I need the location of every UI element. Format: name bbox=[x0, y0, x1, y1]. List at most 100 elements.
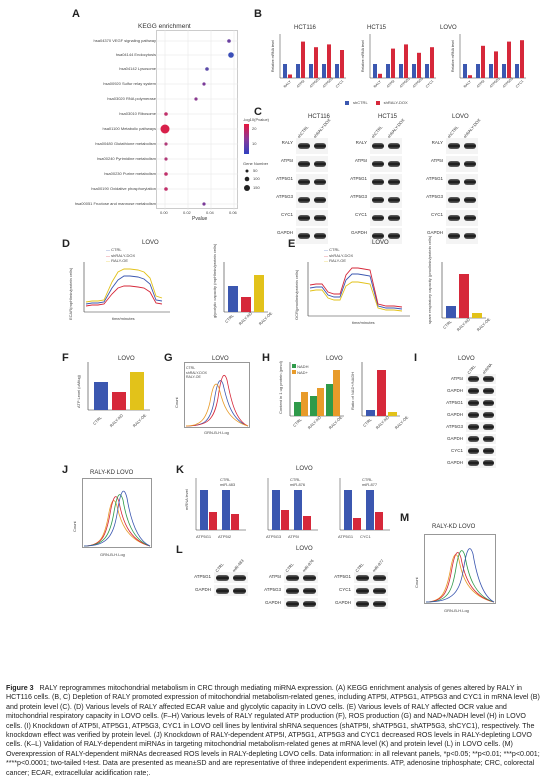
k-bar-mir bbox=[231, 514, 239, 530]
blot-column-label: shRALY-DOX bbox=[386, 117, 406, 139]
bar-cat-label: CTRL bbox=[291, 417, 303, 428]
panel-label-j: J bbox=[62, 464, 69, 476]
panel-l-title: LOVO bbox=[296, 546, 313, 552]
b-bar-ctrl bbox=[335, 64, 339, 78]
blot-row-label: ATP5I bbox=[354, 158, 367, 163]
panel-label-l: L bbox=[176, 544, 183, 556]
panel-d-bar-cats: CTRL RALY-KD RALY-OE bbox=[223, 311, 274, 326]
panel-g-ylabel: Count bbox=[174, 397, 179, 408]
blot-band bbox=[483, 412, 494, 418]
panel-h-cats: CTRL RALY-KD RALY-OE bbox=[291, 415, 344, 430]
panel-label-b: B bbox=[254, 8, 262, 20]
hist-curve bbox=[83, 494, 151, 547]
blot-band bbox=[388, 233, 400, 239]
bar-cat-label: CTRL bbox=[223, 313, 235, 324]
blot-row-label: ATP5G1 bbox=[276, 176, 293, 181]
blot-band bbox=[372, 179, 384, 185]
kegg-term: hsa01100 Metabolic pathways bbox=[102, 126, 156, 131]
ecar-line-oe bbox=[85, 268, 163, 303]
b-gene-label: RALY bbox=[283, 79, 293, 89]
panel-label-c: C bbox=[254, 106, 262, 118]
legend-entry: RALY-OE bbox=[329, 258, 347, 263]
b-bar-kd bbox=[481, 45, 485, 78]
b-gene-label: ATP5G3 bbox=[502, 77, 514, 89]
b-bar-ctrl bbox=[476, 64, 480, 78]
color-scale-bar bbox=[244, 124, 249, 154]
blot-band bbox=[286, 600, 299, 607]
bar-ctrl bbox=[366, 410, 375, 416]
panel-h-ylabel2: Ratio of NAD+/NADH bbox=[350, 371, 355, 410]
legend-size-title: Gene Number bbox=[243, 161, 269, 166]
blot-strip bbox=[296, 138, 328, 154]
blot-band bbox=[483, 436, 494, 442]
panel-b-legend: shCTRL shRALY-DOX bbox=[345, 100, 408, 105]
hist-curve bbox=[83, 490, 151, 547]
blot-band bbox=[373, 574, 386, 581]
k-bar-mir bbox=[303, 516, 311, 530]
panel-label-e: E bbox=[288, 238, 296, 250]
hist-curve bbox=[425, 548, 495, 603]
bar-oe bbox=[254, 275, 264, 312]
b-bar-ctrl bbox=[489, 64, 493, 78]
panel-f-title: LOVO bbox=[118, 356, 135, 362]
blot-band bbox=[372, 143, 384, 149]
legend-entry: CTRL bbox=[111, 247, 122, 252]
kegg-term: hsa00230 Purine metabolism bbox=[104, 171, 156, 176]
bar-nad bbox=[333, 370, 340, 416]
panel-label-i: I bbox=[414, 352, 418, 364]
b-bar-kd bbox=[378, 73, 382, 78]
kegg-term: hsa00480 Glutathione metabolism bbox=[95, 141, 156, 146]
blot-row-label: GAPDH bbox=[276, 230, 293, 235]
bar-kd bbox=[241, 297, 251, 312]
legend-entry: CTRL bbox=[362, 477, 373, 482]
ecar-line-ctrl bbox=[85, 275, 163, 305]
legend-swatch-blue bbox=[345, 100, 349, 105]
kegg-term: hsa00190 Oxidative phosphorylation bbox=[91, 186, 156, 191]
blot-strip bbox=[370, 228, 402, 244]
blot-band bbox=[483, 424, 494, 430]
blot-band bbox=[286, 587, 299, 594]
kegg-tick: 0.02 bbox=[183, 210, 191, 215]
hist-ctrl bbox=[185, 380, 249, 427]
k-legend-2: CTRL miR-876 bbox=[290, 477, 305, 487]
panel-j-title: RALY-KD LOVO bbox=[90, 470, 134, 476]
blot-band bbox=[303, 574, 316, 581]
ocr-line-kd bbox=[309, 267, 403, 308]
panel-h-ratio-cats: CTRL RALY-KD RALY-OE bbox=[362, 415, 410, 430]
b-bar-ctrl bbox=[502, 64, 506, 78]
blot-band bbox=[468, 400, 479, 406]
blot-row-label: GAPDH bbox=[350, 230, 367, 235]
panel-c-title-3: LOVO bbox=[452, 114, 469, 120]
blot-band bbox=[298, 143, 310, 149]
panel-c-title-2: HCT15 bbox=[378, 114, 398, 120]
panel-m-title: RALY-KD LOVO bbox=[432, 524, 476, 530]
blot-row-label: GAPDH bbox=[426, 230, 443, 235]
blot-band bbox=[388, 143, 400, 149]
b-bar-kd bbox=[327, 44, 331, 78]
blot-row-label: GAPDH bbox=[194, 587, 211, 592]
hist-curve bbox=[425, 550, 495, 603]
panel-i-title: LOVO bbox=[458, 356, 475, 362]
legend-color-tick: 10 bbox=[252, 141, 257, 146]
blot-row-label: RALY bbox=[281, 140, 293, 145]
b-bar-ctrl bbox=[296, 64, 300, 78]
panel-m-xlabel: GRN-B-H.Log bbox=[444, 608, 469, 613]
legend-entry: NADH bbox=[297, 364, 309, 369]
k-legend-3: CTRL miR-877 bbox=[362, 477, 377, 487]
hist-curve bbox=[425, 554, 495, 603]
blot-band bbox=[298, 215, 310, 221]
size-legend-dots bbox=[244, 169, 250, 191]
blot-strip bbox=[466, 374, 496, 384]
blot-row-label: GAPDH bbox=[446, 460, 463, 465]
legend-entry: CTRL bbox=[220, 477, 231, 482]
blot-strip bbox=[370, 156, 402, 172]
panel-g-xlabel: GRN-B-H.Log bbox=[204, 430, 229, 435]
blot-strip bbox=[446, 192, 478, 208]
blot-column-label: shCTRL bbox=[296, 124, 310, 139]
legend-entry: NAD+ bbox=[297, 370, 308, 375]
blot-strip bbox=[296, 174, 328, 190]
panel-h-title: LOVO bbox=[326, 356, 343, 362]
k-gene-label: ATP5I2 bbox=[218, 534, 232, 539]
blot-column-label: miR-483 bbox=[231, 558, 245, 573]
